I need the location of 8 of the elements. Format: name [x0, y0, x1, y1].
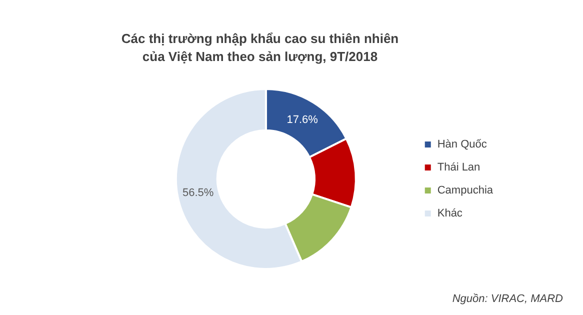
legend-label: Campuchia — [437, 184, 494, 197]
text: Nguồn: VIRAC, MARD — [452, 293, 563, 305]
data-label: 17.6% — [286, 114, 318, 126]
legend-label: Khác — [437, 208, 463, 220]
legend-label: Thái Lan — [437, 162, 480, 174]
chart-title: Các thị trường nhập khẩu cao su thiên nhiên của Việt Nam theo sản lượng, 9T/2018 — [120, 30, 400, 66]
data-label: 56.5% — [182, 187, 214, 200]
legend-label: Hàn Quốc — [437, 138, 488, 151]
